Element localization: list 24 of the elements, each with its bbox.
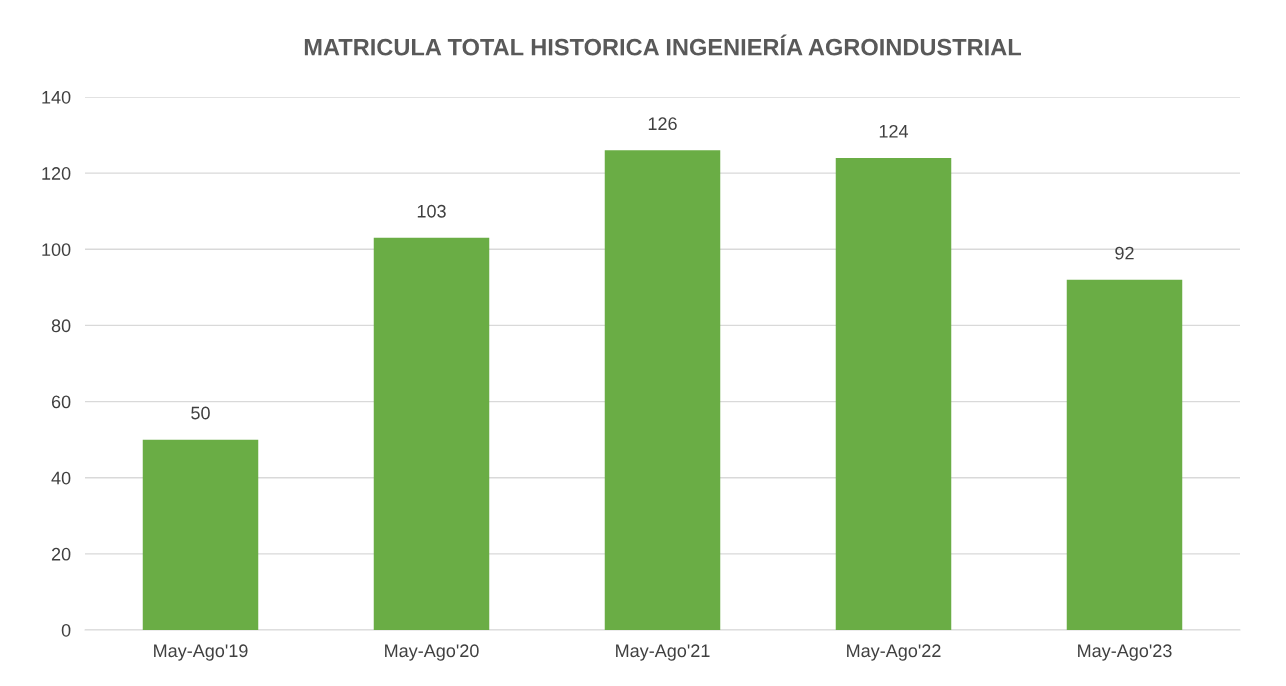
chart-title: MATRICULA TOTAL HISTORICA INGENIERÍA AGROINDUSTRIAL xyxy=(304,34,1021,56)
data-label: 92 xyxy=(1115,246,1134,260)
data-label: 126 xyxy=(648,117,677,131)
y-tick-label: 40 xyxy=(51,471,71,485)
x-tick-label: May-Ago'23 xyxy=(1078,644,1172,661)
x-tick-label: May-Ago'19 xyxy=(154,644,248,661)
y-tick-label: 0 xyxy=(61,623,71,637)
data-label: 124 xyxy=(879,124,909,138)
x-tick-label: May-Ago'21 xyxy=(616,644,710,661)
y-tick-label: 140 xyxy=(42,90,71,104)
y-tick-label: 120 xyxy=(42,167,71,180)
bar xyxy=(604,150,721,630)
bar xyxy=(1066,279,1183,630)
y-tick-label: 60 xyxy=(51,395,71,409)
bar xyxy=(373,237,490,630)
bar xyxy=(142,439,259,630)
bar xyxy=(835,157,952,630)
x-tick-label: May-Ago'20 xyxy=(385,644,479,661)
data-label: 50 xyxy=(191,406,210,420)
x-tick-label: May-Ago'22 xyxy=(847,644,941,661)
y-tick-label: 80 xyxy=(51,319,71,333)
data-label: 103 xyxy=(417,204,446,218)
y-tick-label: 20 xyxy=(51,547,71,561)
y-tick-label: 100 xyxy=(42,243,71,257)
